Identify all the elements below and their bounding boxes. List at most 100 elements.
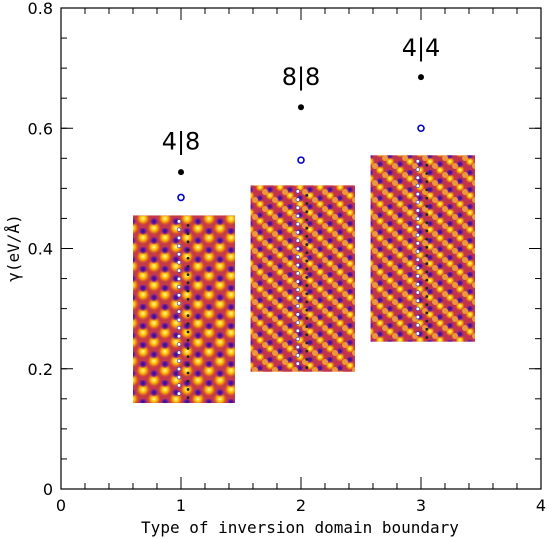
boundary-atom [305, 300, 309, 304]
boundary-atom [176, 334, 182, 339]
boundary-atom [415, 167, 420, 172]
boundary-atom [415, 192, 420, 197]
data-point-filled [178, 169, 184, 176]
boundary-atom [295, 238, 300, 243]
tick-labels: 0 1 2 3 4 0 0.2 0.4 0.6 0.8 [28, 0, 547, 515]
boundary-atom [295, 320, 300, 325]
boundary-atom [305, 234, 309, 238]
boundary-atom [186, 347, 190, 350]
insets-layer [133, 155, 475, 404]
boundary-atom [425, 237, 429, 241]
boundary-atom [425, 295, 429, 298]
boundary-type-label: 4|8 [162, 127, 201, 155]
data-point-open [417, 124, 425, 133]
y-tick-label: 0.8 [28, 0, 53, 18]
inset-image [250, 185, 355, 372]
boundary-atom [295, 304, 300, 309]
boundary-atom [425, 245, 429, 249]
boundary-atom [295, 345, 300, 350]
boundary-atom [295, 197, 300, 202]
boundary-atom [186, 322, 190, 326]
x-tick-label: 4 [536, 496, 546, 515]
boundary-atom [186, 306, 190, 309]
boundary-atom [176, 391, 182, 396]
boundary-atom [415, 233, 420, 238]
boundary-type-label: 4|4 [402, 34, 441, 62]
boundary-atom [415, 224, 420, 230]
boundary-atom [425, 172, 429, 175]
boundary-atom [295, 205, 300, 210]
boundary-atom [305, 341, 309, 345]
boundary-atom [186, 338, 190, 342]
boundary-atom [415, 159, 420, 164]
boundary-atom [176, 366, 182, 372]
boundary-atom [415, 241, 420, 246]
boundary-atom [295, 222, 300, 227]
boundary-atom [305, 251, 309, 255]
boundary-atom [415, 282, 420, 287]
boundary-atom [425, 319, 429, 323]
boundary-atom [176, 227, 182, 232]
boundary-atom [305, 325, 309, 328]
data-point-filled [298, 104, 304, 111]
boundary-atom [305, 275, 309, 279]
boundary-atom [305, 366, 309, 369]
boundary-atom [415, 257, 420, 262]
boundary-atom [425, 204, 429, 208]
boundary-atom [186, 240, 190, 244]
y-tick-label: 0.4 [28, 240, 53, 259]
boundary-atom [425, 303, 429, 307]
boundary-atom [176, 260, 182, 265]
boundary-atom [425, 188, 429, 192]
boundary-atom [425, 229, 429, 233]
boundary-atom [425, 221, 429, 225]
boundary-atom [305, 202, 309, 205]
boundary-atom [186, 248, 190, 252]
boundary-atom [305, 226, 309, 230]
boundary-atom [186, 297, 190, 301]
boundary-atom [295, 213, 300, 219]
boundary-atom [176, 219, 182, 224]
boundary-atom [305, 308, 309, 312]
boundary-atom [415, 298, 420, 303]
boundary-atom [176, 235, 182, 240]
boundary-atom [415, 290, 420, 295]
boundary-atom [176, 317, 182, 322]
boundary-atom [305, 243, 309, 246]
boundary-atom [186, 289, 190, 293]
boundary-atom [295, 328, 300, 333]
data-points [177, 74, 425, 202]
boundary-atom [295, 254, 300, 260]
boundary-atom [186, 281, 190, 285]
boundary-atom [425, 286, 429, 290]
boundary-atom [186, 371, 190, 375]
boundary-atom [186, 355, 190, 359]
boundary-atom [305, 259, 309, 263]
boundary-atom [415, 208, 420, 213]
boundary-atom [305, 218, 309, 222]
boundary-atom [186, 388, 190, 391]
boundary-atom [176, 358, 182, 363]
boundary-atom [415, 216, 420, 221]
boundary-atom [186, 273, 190, 277]
boundary-atom [176, 375, 182, 380]
boundary-atom [415, 183, 420, 189]
boundary-atom [186, 314, 190, 318]
y-tick-label: 0 [43, 480, 53, 499]
boundary-atom [295, 271, 300, 276]
y-tick-label: 0.6 [28, 119, 53, 138]
data-point-open [297, 156, 305, 164]
boundary-atom [305, 210, 309, 214]
annotations: 4|8 8|8 4|4 [162, 34, 441, 155]
boundary-atom [295, 246, 300, 251]
boundary-atom [305, 349, 309, 353]
boundary-atom [176, 276, 182, 281]
boundary-atom [305, 193, 309, 197]
boundary-atom [186, 396, 190, 400]
boundary-atom [415, 306, 420, 312]
boundary-atom [176, 243, 182, 249]
boundary-atom [425, 262, 429, 266]
boundary-atom [295, 189, 300, 194]
boundary-atom [425, 196, 429, 200]
boundary-atom [415, 175, 420, 180]
